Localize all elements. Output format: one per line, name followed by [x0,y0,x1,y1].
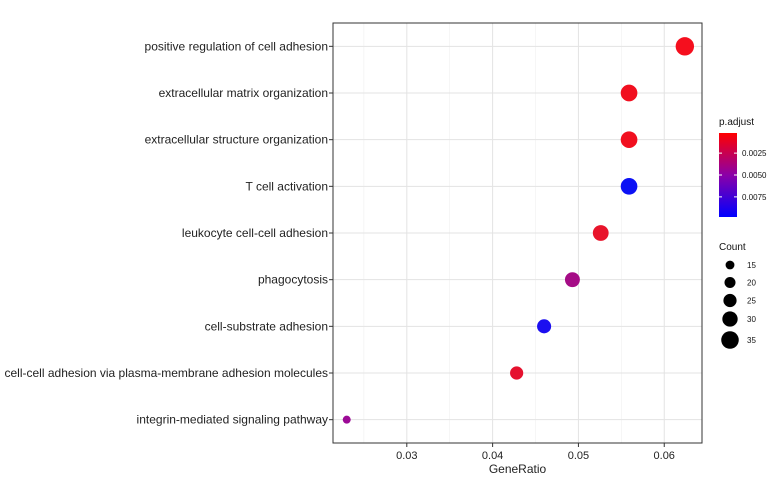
y-tick-label: integrin-mediated signaling pathway [137,413,328,427]
size-legend-label: 35 [747,336,756,345]
data-point [564,272,580,288]
data-point [510,366,524,380]
y-tick-label: extracellular structure organization [145,133,328,147]
size-legend-label: 25 [747,297,756,306]
x-axis-title: GeneRatio [489,462,547,476]
y-axis: positive regulation of cell adhesion extr… [5,39,333,427]
size-legend-label: 15 [747,261,756,270]
y-tick-label: positive regulation of cell adhesion [145,39,328,53]
data-point [620,84,638,102]
gridlines [333,23,702,443]
data-point [537,319,552,334]
size-legend-key [723,293,737,308]
size-legend-title: Count [719,242,746,253]
y-tick-label: leukocyte cell-cell adhesion [182,226,328,240]
size-legend-key [722,311,738,327]
size-legend: Count 15 20 25 30 35 [719,242,756,349]
color-legend-label: 0.0075 [742,193,767,202]
color-legend-label: 0.0050 [742,171,767,180]
size-legend-key [725,260,735,270]
size-legend-key [724,276,736,289]
data-point [592,225,609,241]
x-tick-label: 0.05 [568,450,589,462]
data-point [620,131,638,149]
y-tick-label: cell-substrate adhesion [205,319,328,333]
x-axis: 0.03 0.04 0.05 0.06 [396,443,675,462]
data-point [342,415,351,424]
data-point [620,178,638,195]
points-layer [342,37,695,424]
x-tick-label: 0.04 [482,450,503,462]
data-point [675,37,695,56]
y-tick-label: phagocytosis [258,273,328,287]
y-tick-label: cell-cell adhesion via plasma-membrane a… [5,366,329,380]
size-legend-label: 20 [747,279,756,288]
color-legend-label: 0.0025 [742,149,767,158]
color-legend-title: p.adjust [719,117,754,128]
y-tick-label: T cell activation [246,179,328,193]
color-legend-bar [719,133,737,217]
x-tick-label: 0.03 [396,450,417,462]
x-tick-label: 0.06 [654,450,675,462]
color-legend: p.adjust 0.0025 0.0050 0.0075 [719,117,767,217]
size-legend-key [721,331,739,349]
size-legend-label: 30 [747,315,756,324]
y-tick-label: extracellular matrix organization [159,86,328,100]
